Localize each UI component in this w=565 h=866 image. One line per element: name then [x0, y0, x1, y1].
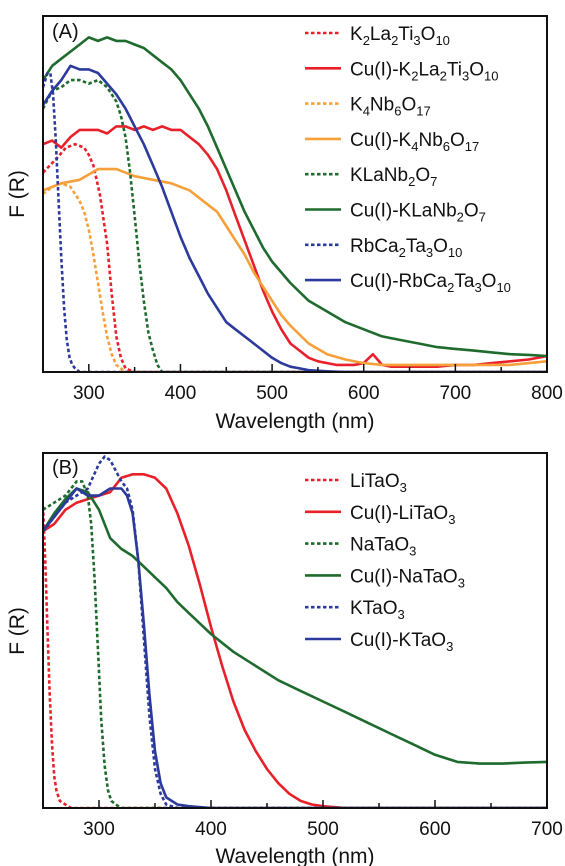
series-line-0-4: [43, 78, 547, 372]
plot-frame: [42, 15, 548, 373]
chart-panel-1: 300 400 500 600 700 Wavelength (nm) F (R) (B) Li…: [6, 452, 563, 866]
series-line-0-0: [43, 142, 547, 372]
x-tick-label: 600: [348, 383, 380, 404]
legend-label: NaTaO3: [350, 535, 416, 559]
legend-label: Cu(I)-KTaO3: [350, 630, 453, 654]
x-tick-label: 300: [83, 819, 115, 840]
panel-label: (A): [52, 21, 79, 43]
legend-label: K2La2Ti3O10: [350, 24, 450, 48]
legend: LiTaO3 Cu(I)-LiTaO3 NaTaO3 Cu(I)-NaTaO3 KTaO…: [305, 471, 465, 654]
series-line-1-2: [43, 480, 547, 808]
y-axis-label: F (R): [6, 607, 29, 655]
x-tick-label: 700: [531, 819, 563, 840]
x-tick-label: 800: [531, 383, 563, 404]
plot-frame: [42, 452, 548, 809]
series-line-1-0: [43, 506, 547, 808]
legend-label: LiTaO3: [350, 471, 407, 495]
legend-label: KTaO3: [350, 598, 405, 622]
legend-label: Cu(I)-LiTaO3: [350, 503, 455, 527]
legend: K2La2Ti3O10 Cu(I)-K2La2Ti3O10 K4Nb6O17 Cu(I…: [305, 24, 511, 295]
x-tick-label: 700: [440, 383, 472, 404]
chart-panel-0: 300 400 500 600 700 800 Wavelength (nm) F (R) (A…: [6, 15, 563, 433]
y-axis-label: F (R): [6, 170, 29, 218]
series-line-0-6: [43, 71, 547, 372]
x-tick-label: 300: [73, 383, 105, 404]
legend-label: Cu(I)-K4Nb6O17: [350, 130, 479, 154]
legend-label: Cu(I)-K2La2Ti3O10: [350, 59, 498, 83]
series-line-1-5: [43, 487, 547, 808]
series-line-1-3: [43, 487, 547, 765]
x-tick-label: 500: [256, 383, 288, 404]
x-axis-label: Wavelength (nm): [215, 410, 374, 433]
series-line-0-7: [43, 64, 547, 372]
legend-label: Cu(I)-NaTaO3: [350, 566, 465, 590]
x-tick-label: 400: [195, 819, 227, 840]
series-line-0-3: [43, 167, 547, 367]
legend-label: Cu(I)-RbCa2Ta3O10: [350, 271, 511, 295]
series-line-1-1: [43, 473, 547, 808]
series-line-1-4: [43, 455, 547, 808]
x-tick-label: 400: [165, 383, 197, 404]
x-tick-label: 600: [419, 819, 451, 840]
legend-label: Cu(I)-KLaNb2O7: [350, 201, 486, 225]
x-tick-label: 500: [307, 819, 339, 840]
series-line-0-2: [43, 182, 547, 372]
series-line-0-5: [43, 36, 547, 358]
panel-label: (B): [52, 457, 79, 479]
legend-label: KLaNb2O7: [350, 165, 437, 189]
x-axis-label: Wavelength (nm): [215, 845, 374, 866]
legend-label: RbCa2Ta3O10: [350, 236, 462, 260]
legend-label: K4Nb6O17: [350, 95, 431, 119]
